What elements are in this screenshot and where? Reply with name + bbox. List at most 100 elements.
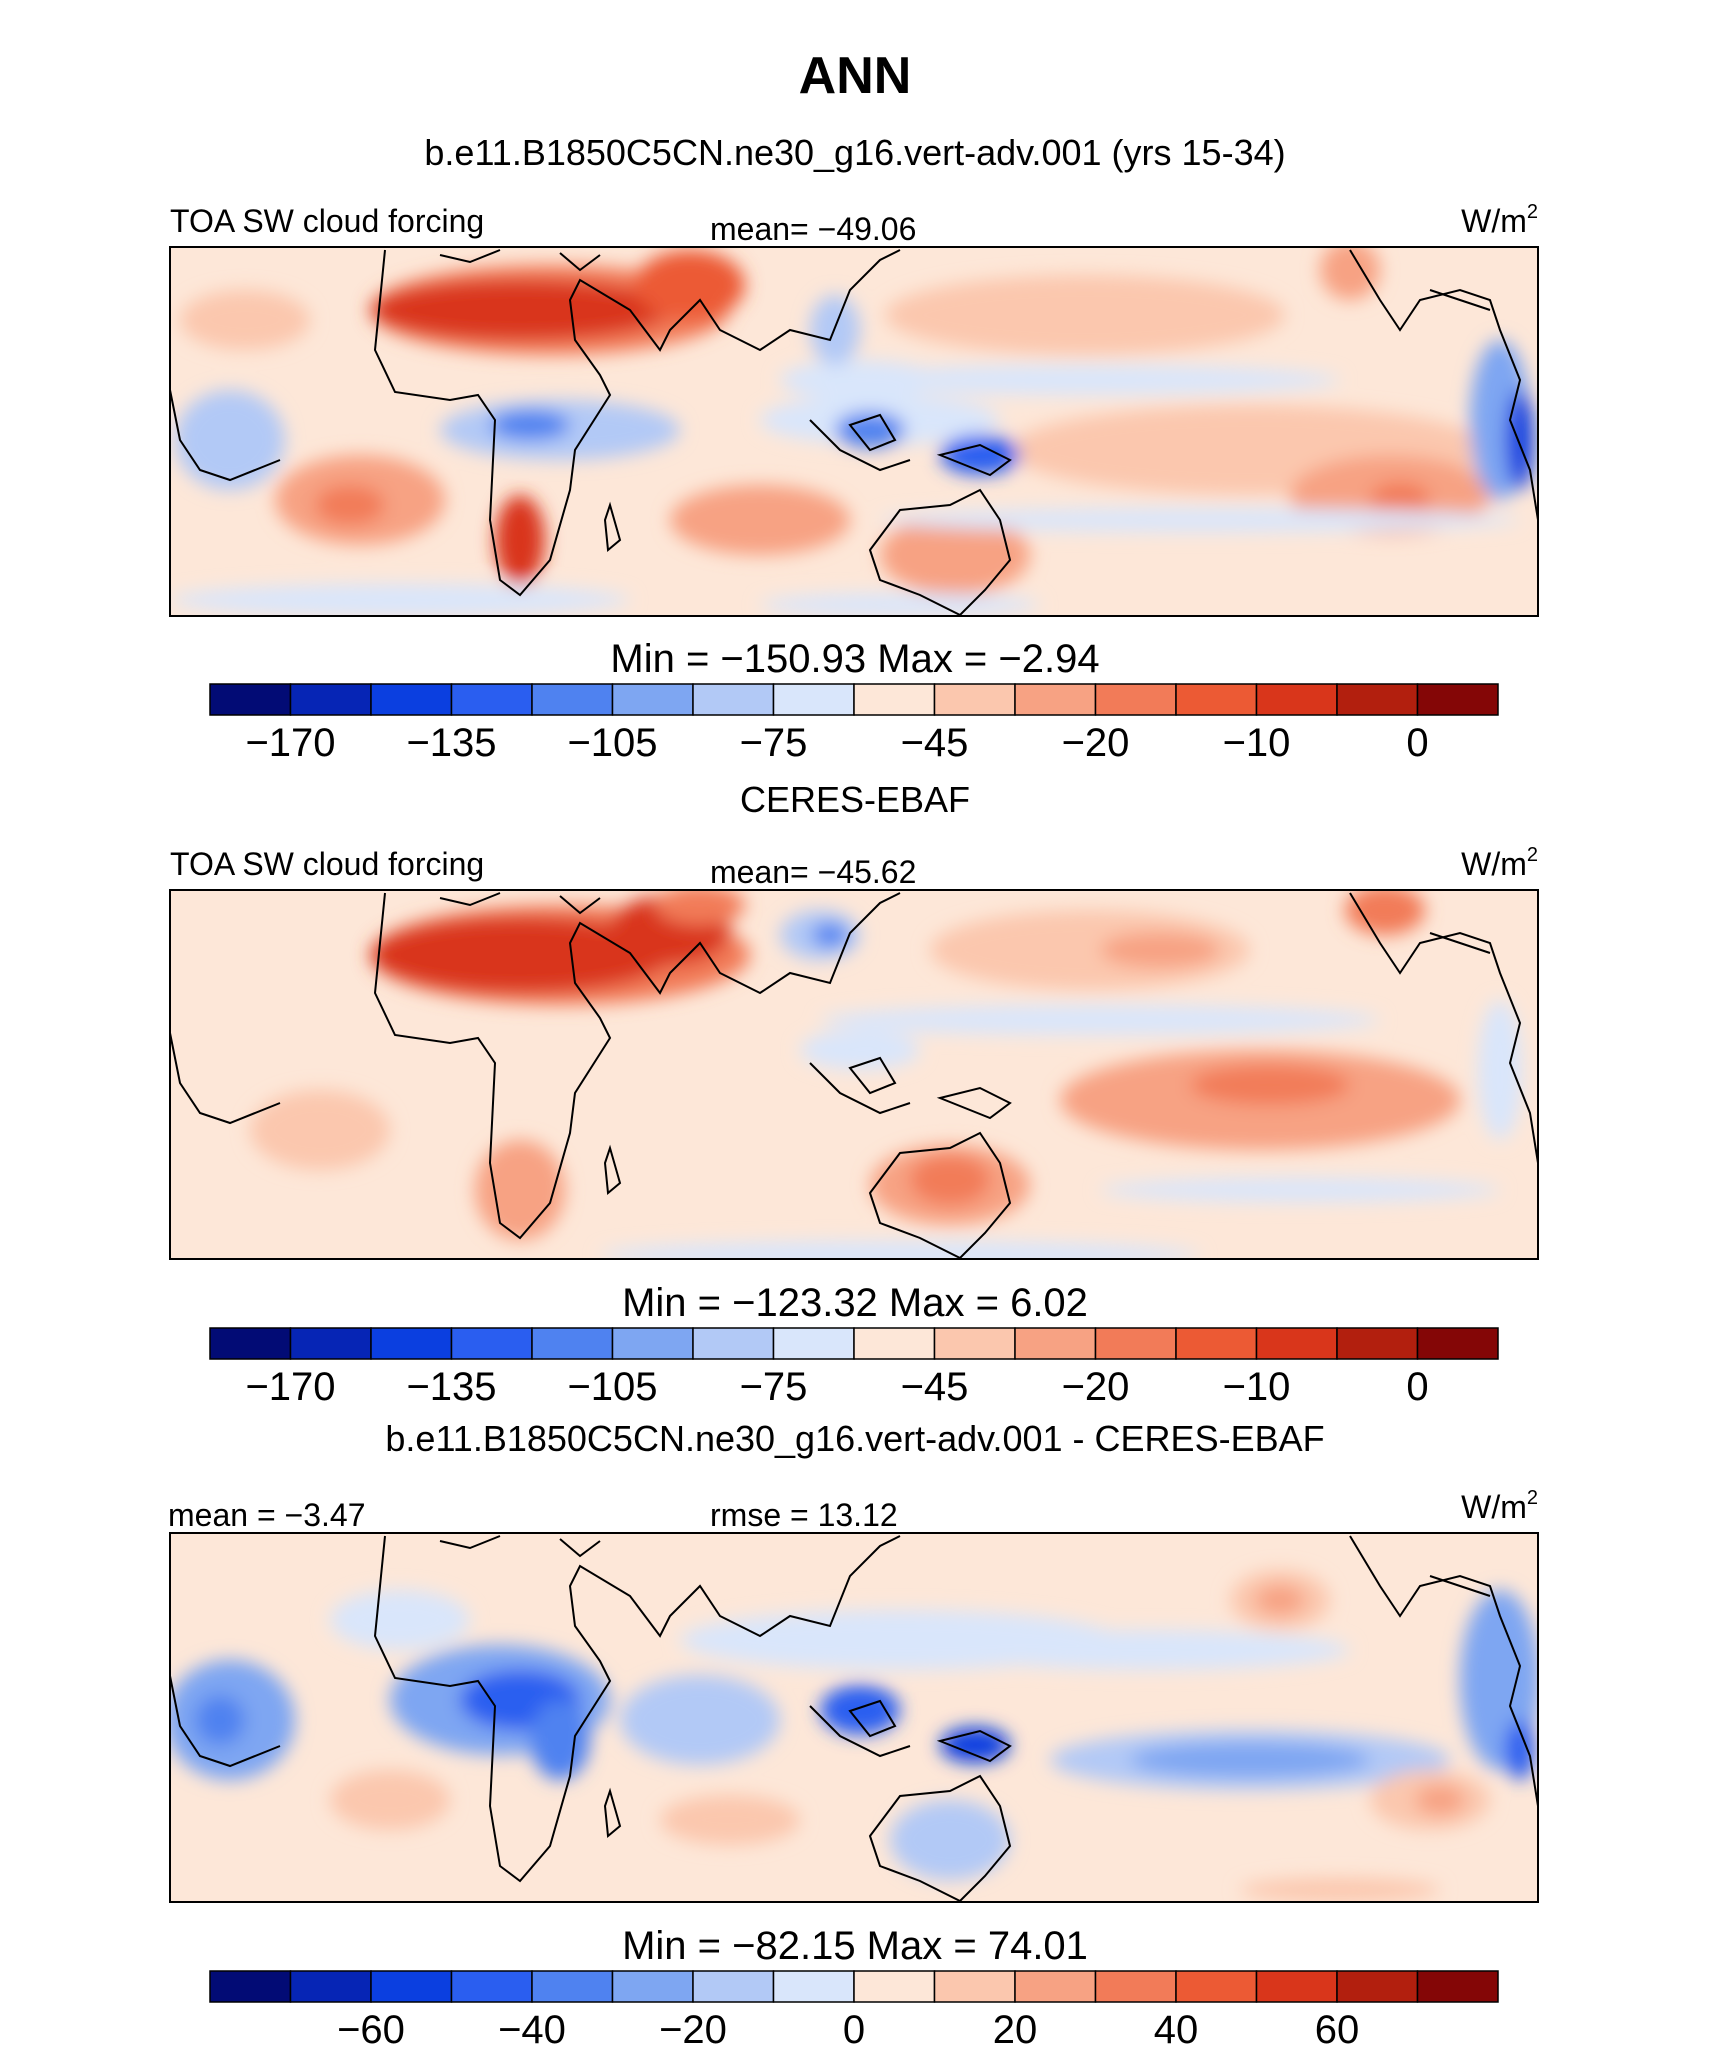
colorbar-tick-label: 60 (1315, 2008, 1360, 2052)
colorbar-tick-label: −75 (740, 1365, 808, 1409)
colorbar-tick-label: −20 (1062, 721, 1130, 765)
panel-diff-coastlines (170, 1535, 1538, 1902)
colorbar-tick-label: −105 (567, 721, 657, 765)
colorbar-tick-label: −10 (1223, 721, 1291, 765)
panel-obs: CERES-EBAF TOA SW cloud forcing mean= −4… (169, 779, 1539, 1409)
panel-diff-title: b.e11.B1850C5CN.ne30_g16.vert-adv.001 - … (385, 1418, 1324, 1459)
panel-obs-title: CERES-EBAF (740, 779, 970, 820)
colorbar-box (692, 683, 775, 716)
colorbar-box (1336, 683, 1419, 716)
colorbar-box (611, 1970, 694, 2003)
panel-diff-map (170, 1533, 1538, 1902)
colorbar-box (933, 683, 1016, 716)
panel-model-map (170, 247, 1538, 616)
panel-model-unit-label: W/m2 (1461, 201, 1538, 239)
colorbar-tick-label: −105 (567, 1365, 657, 1409)
colorbar-box (933, 1970, 1016, 2003)
panel-obs-stats: Min = −123.32 Max = 6.02 (622, 1281, 1088, 1325)
colorbar-box (531, 1327, 614, 1360)
colorbar-box (772, 1327, 855, 1360)
colorbar-tick-label: −20 (659, 2008, 727, 2052)
panel-obs-left-label: TOA SW cloud forcing (170, 846, 484, 882)
panel-diff-stats: Min = −82.15 Max = 74.01 (622, 1924, 1088, 1968)
colorbar-box (370, 1327, 453, 1360)
colorbar-box (209, 1970, 292, 2003)
colorbar-box (289, 1327, 372, 1360)
panel-diff-colorbar: −60 −40 −20 0 20 40 60 (209, 1970, 1499, 2052)
colorbar-tick-label: −170 (245, 1365, 335, 1409)
colorbar-box (450, 1970, 533, 2003)
colorbar-box (450, 1327, 533, 1360)
panel-diff-rmse-label: rmse = 13.12 (710, 1497, 898, 1533)
panel-obs-map (170, 890, 1538, 1259)
panel-model-frame (169, 246, 1539, 617)
colorbar-tick-label: 20 (993, 2008, 1038, 2052)
colorbar-box (1255, 1970, 1338, 2003)
colorbar-box (1094, 683, 1177, 716)
colorbar-box (209, 683, 292, 716)
colorbar-box (1255, 683, 1338, 716)
panel-obs-unit-label: W/m2 (1461, 844, 1538, 882)
colorbar-box (1416, 683, 1499, 716)
colorbar-box (692, 1970, 775, 2003)
panel-diff-mean-label: mean = −3.47 (168, 1497, 365, 1533)
colorbar-box (289, 683, 372, 716)
colorbar-box (450, 683, 533, 716)
panel-model-stats: Min = −150.93 Max = −2.94 (610, 637, 1099, 681)
panel-diff-frame (169, 1532, 1539, 1903)
colorbar-tick-label: 0 (1406, 1365, 1428, 1409)
panel-model-title: b.e11.B1850C5CN.ne30_g16.vert-adv.001 (y… (424, 132, 1285, 173)
panel-model-colorbar: −170 −135 −105 −75 −45 −20 −10 0 (209, 683, 1499, 765)
colorbar-box (1014, 683, 1097, 716)
panel-obs-colorbar: −170 −135 −105 −75 −45 −20 −10 0 (209, 1327, 1499, 1409)
colorbar-box (1336, 1970, 1419, 2003)
colorbar-box (1094, 1327, 1177, 1360)
colorbar-box (370, 683, 453, 716)
colorbar-box (853, 1327, 936, 1360)
colorbar-box (611, 1327, 694, 1360)
colorbar-tick-label: −75 (740, 721, 808, 765)
colorbar-tick-label: −40 (498, 2008, 566, 2052)
colorbar-tick-label: 0 (1406, 721, 1428, 765)
colorbar-box (611, 683, 694, 716)
colorbar-tick-label: 40 (1154, 2008, 1199, 2052)
colorbar-box (1014, 1970, 1097, 2003)
colorbar-box (289, 1970, 372, 2003)
colorbar-box (531, 683, 614, 716)
colorbar-tick-label: −60 (337, 2008, 405, 2052)
figure-title: ANN (799, 47, 912, 105)
colorbar-box (209, 1327, 292, 1360)
panel-diff-unit-label: W/m2 (1461, 1487, 1538, 1525)
colorbar-box (370, 1970, 453, 2003)
colorbar-box (1175, 1970, 1258, 2003)
colorbar-box (692, 1327, 775, 1360)
colorbar-box (1416, 1327, 1499, 1360)
colorbar-box (933, 1327, 1016, 1360)
panel-model-mean-label: mean= −49.06 (710, 211, 916, 247)
colorbar-box (772, 683, 855, 716)
colorbar-box (1094, 1970, 1177, 2003)
colorbar-box (1255, 1327, 1338, 1360)
colorbar-tick-label: −45 (901, 1365, 969, 1409)
colorbar-tick-label: −135 (406, 721, 496, 765)
panel-obs-mean-label: mean= −45.62 (710, 854, 916, 890)
colorbar-box (853, 683, 936, 716)
panel-model: b.e11.B1850C5CN.ne30_g16.vert-adv.001 (y… (169, 132, 1539, 765)
colorbar-box (531, 1970, 614, 2003)
panel-diff: b.e11.B1850C5CN.ne30_g16.vert-adv.001 - … (168, 1418, 1539, 2052)
panel-model-left-label: TOA SW cloud forcing (170, 203, 484, 239)
colorbar-tick-label: −45 (901, 721, 969, 765)
colorbar-box (772, 1970, 855, 2003)
colorbar-tick-label: −10 (1223, 1365, 1291, 1409)
colorbar-box (1416, 1970, 1499, 2003)
panel-model-coastlines (170, 249, 1538, 616)
colorbar-box (1175, 683, 1258, 716)
panel-obs-coastlines (170, 892, 1538, 1259)
colorbar-box (853, 1970, 936, 2003)
colorbar-tick-label: −20 (1062, 1365, 1130, 1409)
colorbar-tick-label: −135 (406, 1365, 496, 1409)
colorbar-box (1336, 1327, 1419, 1360)
panel-obs-frame (169, 889, 1539, 1260)
colorbar-tick-label: −170 (245, 721, 335, 765)
